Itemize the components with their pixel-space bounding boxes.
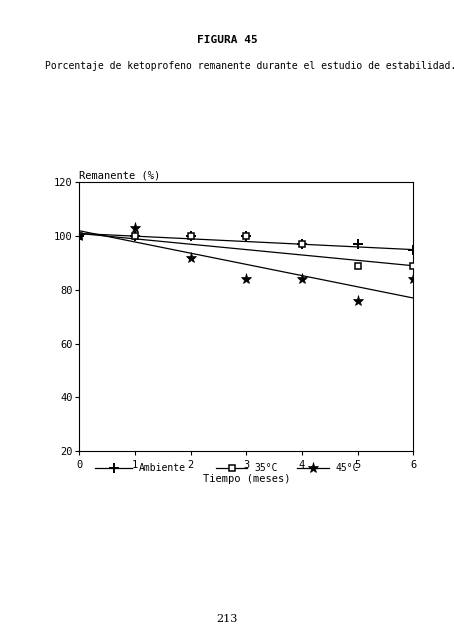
X-axis label: Tiempo (meses): Tiempo (meses) [202,474,290,484]
Text: 45°C: 45°C [336,463,360,474]
Text: 35°C: 35°C [254,463,278,474]
Text: Remanente (%): Remanente (%) [79,170,161,180]
Text: FIGURA 45: FIGURA 45 [197,35,257,45]
Text: 213: 213 [216,614,238,624]
Text: Porcentaje de ketoprofeno remanente durante el estudio de estabilidad.: Porcentaje de ketoprofeno remanente dura… [45,61,454,71]
Text: Ambiente: Ambiente [138,463,186,474]
